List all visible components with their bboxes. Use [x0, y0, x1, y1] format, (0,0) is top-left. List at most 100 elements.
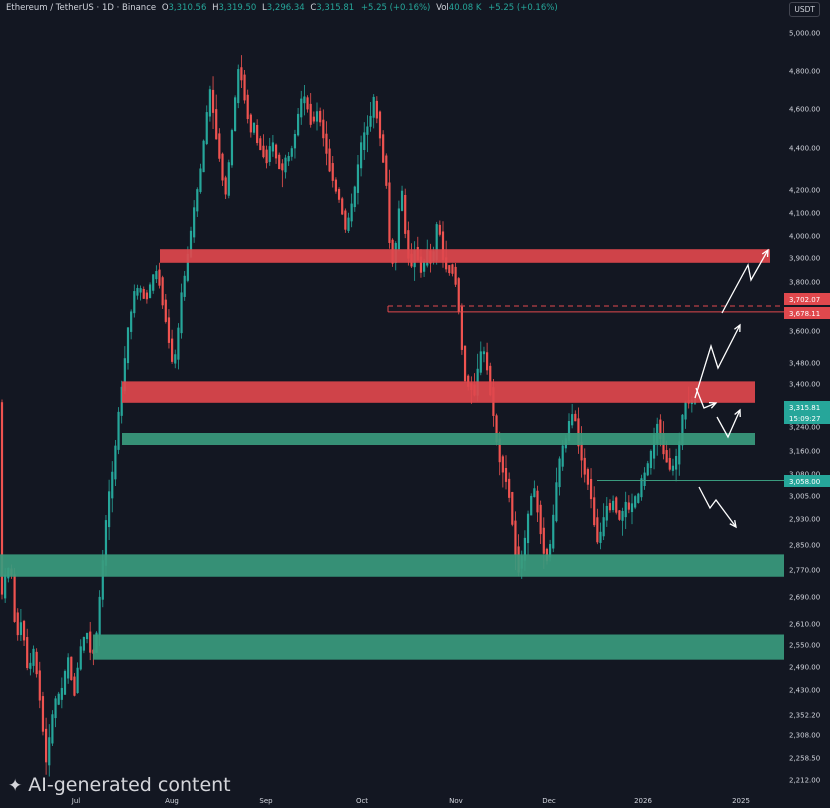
candle — [602, 503, 605, 541]
y-tick-label: 2,610.00 — [789, 621, 820, 629]
candle — [608, 499, 612, 513]
retest-arrow — [716, 409, 741, 439]
candle-body — [252, 122, 256, 133]
candle — [117, 407, 120, 455]
candle-body — [243, 74, 246, 101]
candle-body — [328, 148, 331, 172]
symbol-title[interactable]: Ethereum / TetherUS · 1D · Binance — [6, 3, 157, 13]
y-tick-label: 3,240.00 — [789, 424, 820, 432]
bullish-arrow-primary-head — [734, 323, 741, 333]
y-tick-label: 5,000.00 — [789, 30, 820, 38]
bearish-arrow — [698, 486, 737, 528]
candle-body — [419, 256, 423, 273]
candle-body — [438, 224, 441, 235]
candle-body — [265, 149, 268, 164]
candle-body — [495, 415, 498, 443]
candle — [67, 653, 70, 684]
candle-body — [382, 134, 385, 163]
zones — [0, 249, 784, 660]
candle — [558, 456, 561, 496]
bullish-arrow-extended — [721, 249, 769, 314]
candle — [208, 85, 211, 122]
candle-body — [196, 189, 199, 212]
candle-body — [347, 217, 350, 231]
candle-body — [22, 620, 26, 641]
price-label-box — [784, 401, 830, 413]
candle-body — [136, 287, 139, 296]
candle-body — [85, 632, 89, 640]
candle — [561, 440, 564, 471]
candle — [256, 119, 259, 146]
candle — [684, 400, 687, 429]
candle — [249, 113, 252, 138]
open-label: O — [161, 3, 169, 13]
bearish-arrow-head — [729, 520, 737, 529]
volume-label: Vol — [436, 3, 449, 13]
candle-body — [26, 637, 29, 669]
candle — [161, 275, 164, 309]
candle-body — [539, 504, 542, 535]
candle — [646, 460, 649, 477]
candle — [375, 96, 378, 124]
candle — [177, 323, 180, 370]
horizontal-lines — [387, 305, 784, 481]
candle-body — [284, 157, 287, 173]
candle-body — [561, 445, 564, 467]
candle-body — [271, 142, 274, 152]
candle-body — [161, 277, 164, 306]
candle-body — [593, 497, 596, 526]
candle-body — [287, 156, 290, 162]
candle-body — [643, 472, 646, 487]
candle-body — [240, 67, 243, 81]
candle — [627, 495, 630, 514]
candle — [668, 448, 671, 472]
y-tick-label: 3,800.00 — [789, 279, 820, 287]
candle — [281, 159, 284, 188]
candle — [148, 282, 152, 299]
candles — [0, 55, 697, 777]
candle — [309, 93, 312, 128]
candle-body — [224, 177, 227, 195]
candle-body — [133, 291, 136, 314]
candle — [637, 492, 640, 504]
candle-body — [385, 155, 388, 186]
candle — [60, 677, 63, 709]
candle-body — [104, 520, 108, 566]
y-tick-label: 3,480.00 — [789, 360, 820, 368]
y-tick-label: 2,850.00 — [789, 542, 820, 550]
candle-body — [19, 622, 22, 636]
candle — [388, 169, 391, 249]
candle-body — [549, 544, 552, 558]
candle — [334, 177, 337, 194]
sparkle-icon: ✦ — [8, 776, 23, 796]
green-support-zone — [122, 433, 755, 445]
candle-body — [369, 115, 372, 127]
candle-body — [634, 496, 637, 508]
x-tick-label: Nov — [449, 797, 463, 805]
red-resistance-zone — [160, 249, 770, 263]
candle — [337, 187, 341, 203]
candle-body — [618, 510, 621, 520]
candle-body — [319, 110, 322, 123]
candle-body — [363, 132, 366, 150]
candle-body — [117, 411, 120, 450]
price-label: 3,678.11 — [789, 310, 820, 318]
y-tick-label: 4,400.00 — [789, 145, 820, 153]
candle — [331, 155, 334, 188]
candle-body — [574, 413, 577, 422]
candle — [293, 129, 297, 159]
ai-watermark: ✦ AI-generated content — [8, 774, 231, 796]
candle — [211, 76, 215, 130]
candle-body — [183, 275, 186, 297]
candle-body — [612, 500, 615, 511]
candle — [382, 130, 385, 163]
candle-body — [514, 520, 517, 555]
candle-body — [630, 503, 634, 513]
candle-body — [400, 190, 404, 211]
candle-body — [76, 667, 79, 694]
candle — [252, 122, 256, 135]
candle-body — [508, 478, 511, 498]
candle-body — [120, 386, 123, 416]
currency-button[interactable]: USDT — [789, 2, 820, 17]
